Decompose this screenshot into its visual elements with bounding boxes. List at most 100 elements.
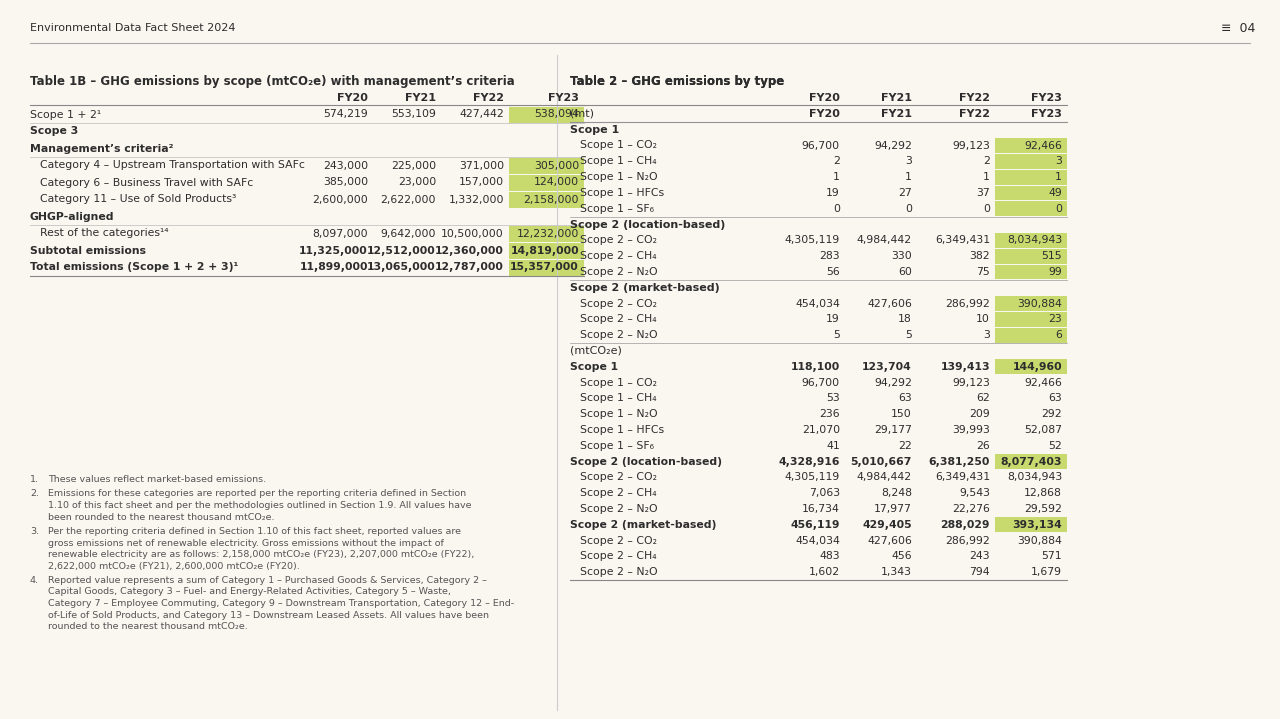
Text: Scope 2 (location-based): Scope 2 (location-based) (570, 219, 726, 229)
Text: 39,993: 39,993 (952, 425, 989, 435)
Text: Scope 1 – CH₄: Scope 1 – CH₄ (580, 156, 657, 166)
Text: 1: 1 (833, 172, 840, 182)
Text: 454,034: 454,034 (795, 298, 840, 308)
Text: 23: 23 (1048, 314, 1062, 324)
Text: 63: 63 (1048, 393, 1062, 403)
Text: Scope 2 – CO₂: Scope 2 – CO₂ (580, 536, 657, 546)
Text: 29,592: 29,592 (1024, 504, 1062, 514)
Text: 4,984,442: 4,984,442 (856, 472, 911, 482)
Text: Scope 1 – CO₂: Scope 1 – CO₂ (580, 140, 657, 150)
Text: Category 4 – Upstream Transportation with SAFc: Category 4 – Upstream Transportation wit… (40, 160, 305, 170)
Text: 52: 52 (1048, 441, 1062, 451)
Text: 3: 3 (1055, 156, 1062, 166)
Bar (995, 233, 1066, 248)
Bar (509, 191, 584, 208)
Text: 6: 6 (1055, 330, 1062, 340)
Text: 94,292: 94,292 (874, 377, 911, 388)
Text: 99: 99 (1048, 267, 1062, 277)
Text: 92,466: 92,466 (1024, 140, 1062, 150)
Text: 1.10 of this fact sheet and per the methodologies outlined in Section 1.9. All v: 1.10 of this fact sheet and per the meth… (49, 501, 471, 510)
Text: FY23: FY23 (548, 93, 579, 103)
Text: 12,868: 12,868 (1024, 488, 1062, 498)
Text: 1,332,000: 1,332,000 (448, 195, 504, 204)
Text: 15,357,000: 15,357,000 (511, 262, 579, 273)
Bar (995, 154, 1066, 169)
Text: 243,000: 243,000 (323, 160, 369, 170)
Text: 209: 209 (969, 409, 989, 419)
Text: 21,070: 21,070 (801, 425, 840, 435)
Text: 63: 63 (899, 393, 911, 403)
Text: 0: 0 (983, 203, 989, 214)
Text: 10,500,000: 10,500,000 (442, 229, 504, 239)
Text: Category 7 – Employee Commuting, Category 9 – Downstream Transportation, Categor: Category 7 – Employee Commuting, Categor… (49, 599, 515, 608)
Text: 393,134: 393,134 (1012, 520, 1062, 530)
Text: Scope 2 – N₂O: Scope 2 – N₂O (580, 267, 658, 277)
Bar (509, 175, 584, 191)
Bar (995, 517, 1066, 532)
Text: rounded to the nearest thousand mtCO₂e.: rounded to the nearest thousand mtCO₂e. (49, 622, 248, 631)
Text: 225,000: 225,000 (390, 160, 436, 170)
Text: 371,000: 371,000 (458, 160, 504, 170)
Text: Table 2 – GHG emissions by type: Table 2 – GHG emissions by type (570, 75, 785, 88)
Text: 123,704: 123,704 (863, 362, 911, 372)
Text: 456: 456 (891, 551, 911, 562)
Text: 8,034,943: 8,034,943 (1007, 235, 1062, 245)
Text: 243: 243 (969, 551, 989, 562)
Text: 571: 571 (1042, 551, 1062, 562)
Text: Scope 1 – CH₄: Scope 1 – CH₄ (580, 393, 657, 403)
Text: Scope 2 – CH₄: Scope 2 – CH₄ (580, 314, 657, 324)
Text: ≡  04: ≡ 04 (1221, 22, 1254, 35)
Text: 553,109: 553,109 (392, 109, 436, 119)
Text: 118,100: 118,100 (791, 362, 840, 372)
Text: 427,442: 427,442 (460, 109, 504, 119)
Text: Scope 1 – CO₂: Scope 1 – CO₂ (580, 377, 657, 388)
Text: (mtCO₂e): (mtCO₂e) (570, 346, 622, 356)
Text: Scope 2 – CO₂: Scope 2 – CO₂ (580, 298, 657, 308)
Text: 18: 18 (899, 314, 911, 324)
Text: Scope 1: Scope 1 (570, 124, 620, 134)
Text: 96,700: 96,700 (801, 377, 840, 388)
Text: Scope 1 + 2¹: Scope 1 + 2¹ (29, 109, 101, 119)
Text: 56: 56 (827, 267, 840, 277)
Text: 4,305,119: 4,305,119 (785, 472, 840, 482)
Text: Scope 2 – N₂O: Scope 2 – N₂O (580, 504, 658, 514)
Text: 139,413: 139,413 (941, 362, 989, 372)
Bar (509, 226, 584, 242)
Text: Scope 2 – CH₄: Scope 2 – CH₄ (580, 488, 657, 498)
Text: renewable electricity are as follows: 2,158,000 mtCO₂e (FY23), 2,207,000 mtCO₂e : renewable electricity are as follows: 2,… (49, 550, 475, 559)
Text: 92,466: 92,466 (1024, 377, 1062, 388)
Text: 4,984,442: 4,984,442 (856, 235, 911, 245)
Text: 17,977: 17,977 (874, 504, 911, 514)
Text: 538,094: 538,094 (534, 109, 579, 119)
Text: 0: 0 (833, 203, 840, 214)
Text: 3.: 3. (29, 527, 40, 536)
Text: 288,029: 288,029 (941, 520, 989, 530)
Text: 1,343: 1,343 (881, 567, 911, 577)
Text: 4,328,916: 4,328,916 (778, 457, 840, 467)
Text: 8,077,403: 8,077,403 (1001, 457, 1062, 467)
Text: 4.: 4. (29, 576, 38, 585)
Text: 0: 0 (1055, 203, 1062, 214)
Text: 6,349,431: 6,349,431 (934, 235, 989, 245)
Text: 19: 19 (827, 188, 840, 198)
Text: FY20: FY20 (337, 93, 369, 103)
Text: Per the reporting criteria defined in Section 1.10 of this fact sheet, reported : Per the reporting criteria defined in Se… (49, 527, 461, 536)
Text: 14,819,000: 14,819,000 (511, 245, 579, 255)
Text: 1: 1 (983, 172, 989, 182)
Text: Scope 2 (location-based): Scope 2 (location-based) (570, 457, 722, 467)
Text: 4,305,119: 4,305,119 (785, 235, 840, 245)
Text: 429,405: 429,405 (863, 520, 911, 530)
Text: 27: 27 (899, 188, 911, 198)
Text: Scope 1 – N₂O: Scope 1 – N₂O (580, 409, 658, 419)
Text: 23,000: 23,000 (398, 178, 436, 188)
Text: been rounded to the nearest thousand mtCO₂e.: been rounded to the nearest thousand mtC… (49, 513, 274, 521)
Text: FY22: FY22 (474, 93, 504, 103)
Bar (995, 296, 1066, 311)
Text: 22,276: 22,276 (952, 504, 989, 514)
Bar (995, 186, 1066, 201)
Text: 150: 150 (891, 409, 911, 419)
Text: 99,123: 99,123 (952, 377, 989, 388)
Text: FY20: FY20 (809, 109, 840, 119)
Text: 3: 3 (983, 330, 989, 340)
Text: Scope 2 – N₂O: Scope 2 – N₂O (580, 330, 658, 340)
